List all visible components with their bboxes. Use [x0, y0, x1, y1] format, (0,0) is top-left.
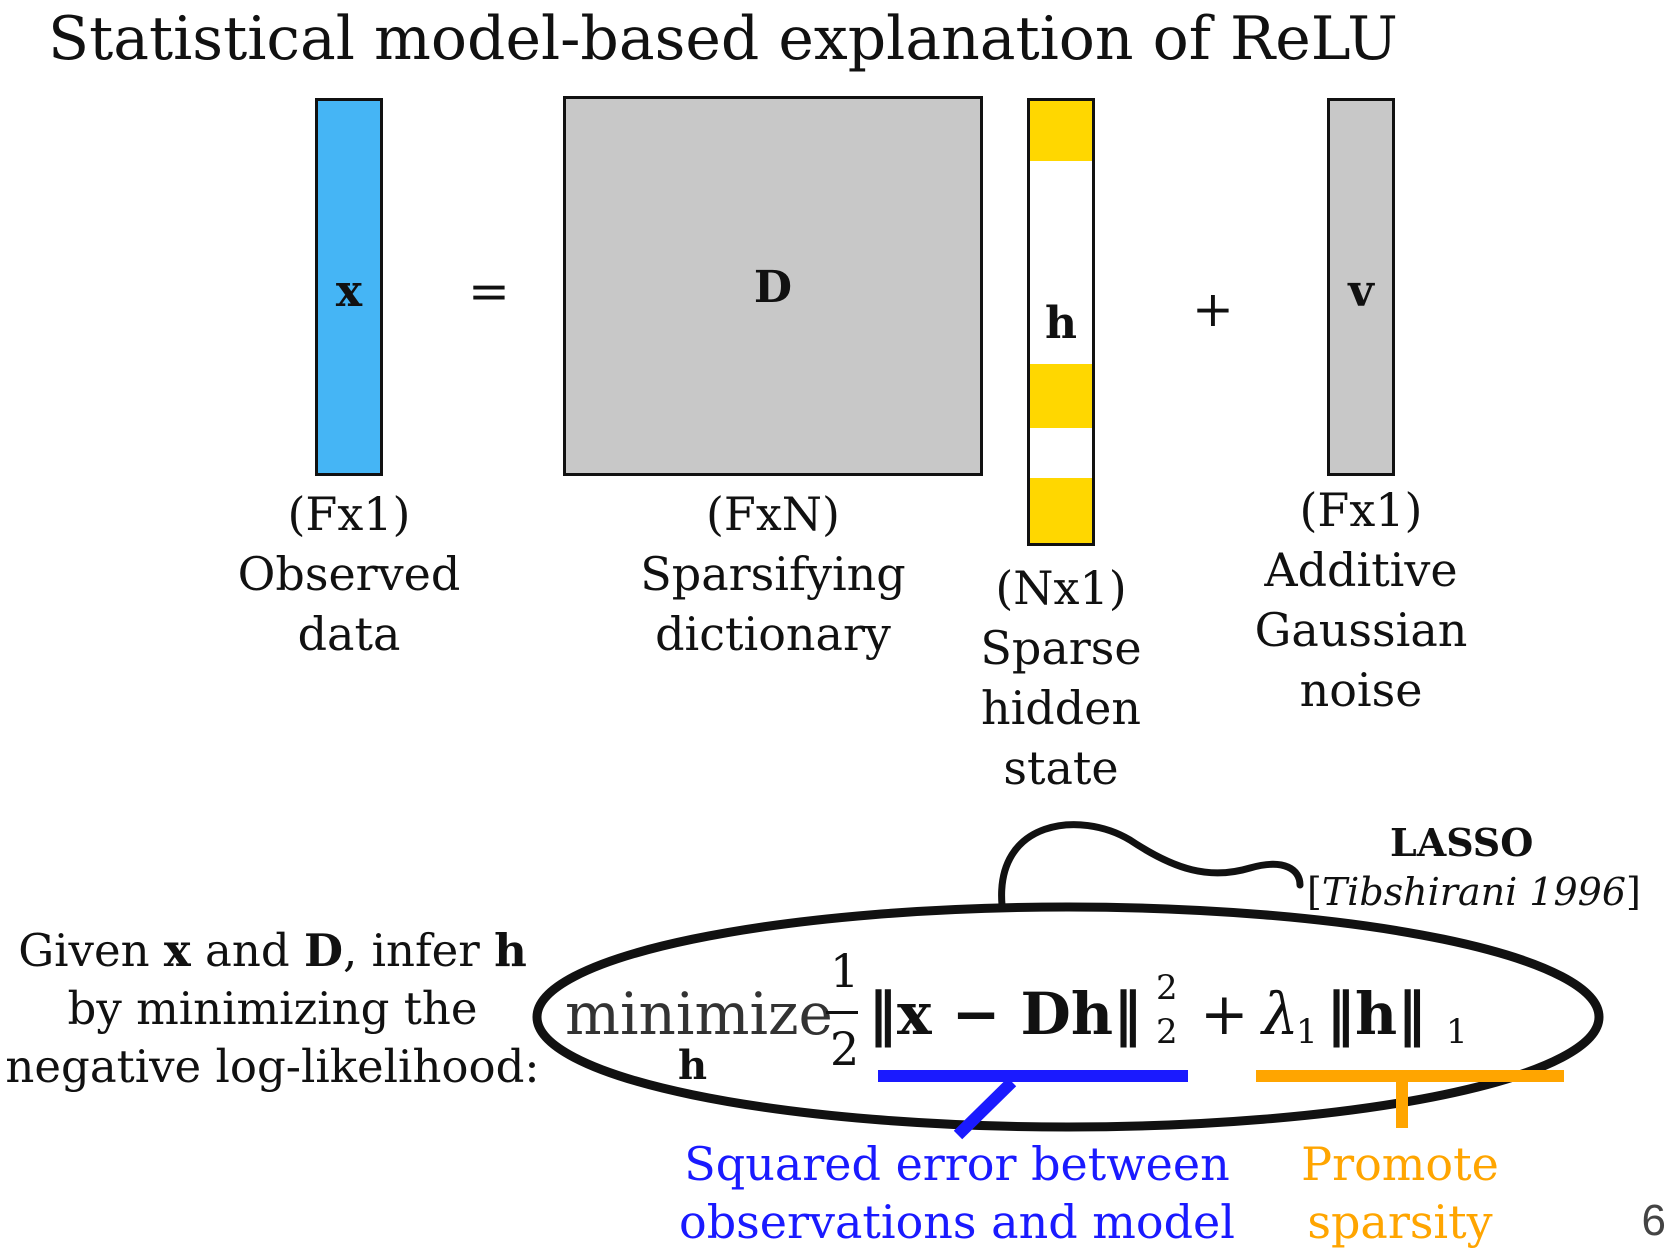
x-caption: (Fx1) Observed data: [238, 484, 461, 664]
squared-error-caption: Squared error between observations and m…: [679, 1135, 1235, 1251]
page-number: 6: [1641, 1196, 1666, 1245]
h-vector: [1027, 98, 1095, 546]
sparsity-line1: Promote: [1301, 1137, 1499, 1191]
h-vector-label: h: [1045, 298, 1077, 349]
sparsity-line2: sparsity: [1307, 1195, 1493, 1249]
given-line3: negative log-likelihood:: [5, 1040, 540, 1093]
lasso-label: LASSO: [1390, 820, 1534, 865]
citation: [Tibshirani 1996]: [1307, 870, 1641, 914]
equals-sign: =: [468, 262, 510, 320]
objective-term1-sub: 2: [1156, 1012, 1178, 1052]
plus-sign: +: [1192, 280, 1234, 338]
d-caption-line1: Sparsifying: [640, 547, 906, 601]
v-vector: [1327, 98, 1395, 476]
objective-term1: ‖x − Dh‖: [868, 980, 1143, 1048]
squared-error-line1: Squared error between: [684, 1137, 1230, 1191]
blue-connector: [953, 1077, 1017, 1140]
d-matrix: [563, 96, 983, 476]
h-caption-line1: Sparse: [980, 621, 1142, 675]
objective-frac-den: 2: [830, 1022, 860, 1076]
given-text: Given x and D, infer h by minimizing the…: [0, 922, 545, 1096]
objective-ellipse: [532, 902, 1604, 1132]
d-caption-line2: dictionary: [655, 607, 891, 661]
h-active-segment: [1030, 364, 1092, 428]
lasso-squiggle: [998, 821, 1304, 909]
d-caption: (FxN) Sparsifying dictionary: [640, 484, 906, 664]
squared-error-line2: observations and model: [679, 1195, 1235, 1249]
h-caption-line3: state: [1003, 741, 1119, 795]
d-matrix-label: D: [753, 262, 793, 313]
x-caption-line2: data: [297, 607, 401, 661]
sparsity-caption: Promote sparsity: [1301, 1135, 1499, 1251]
v-caption: (Fx1) Additive Gaussian noise: [1255, 480, 1468, 720]
x-vector: [315, 98, 383, 476]
h-active-segment: [1030, 101, 1092, 161]
h-caption-line2: hidden: [980, 681, 1142, 735]
objective-minimize: minimize: [565, 980, 833, 1048]
objective-lambda: λ: [1262, 980, 1299, 1048]
objective-plus: +: [1200, 980, 1249, 1048]
v-caption-line3: noise: [1299, 663, 1423, 717]
slide-title: Statistical model-based explanation of R…: [48, 4, 1398, 74]
x-caption-line1: Observed: [237, 547, 461, 601]
v-caption-line2: Gaussian: [1254, 603, 1468, 657]
v-caption-dim: (Fx1): [1299, 483, 1423, 537]
given-line2: by minimizing the: [67, 982, 478, 1035]
v-caption-line1: Additive: [1264, 543, 1458, 597]
objective-subscript: h: [678, 1042, 708, 1089]
x-caption-dim: (Fx1): [287, 487, 411, 541]
objective-lambda-sub: 1: [1296, 1012, 1318, 1052]
h-caption-dim: (Nx1): [995, 561, 1127, 615]
objective-term2-sub: 1: [1446, 1012, 1468, 1052]
x-vector-label: x: [335, 266, 363, 317]
d-caption-dim: (FxN): [705, 487, 840, 541]
objective-term2: ‖h‖: [1326, 980, 1427, 1048]
objective-term1-sup: 2: [1156, 968, 1178, 1008]
objective-frac-bar: [826, 1011, 858, 1014]
given-line1: Given x and D, infer h: [18, 924, 527, 977]
h-caption: (Nx1) Sparse hidden state: [980, 558, 1141, 798]
h-active-segment: [1030, 478, 1092, 543]
v-vector-label: v: [1348, 266, 1374, 317]
objective-frac-num: 1: [830, 944, 860, 998]
